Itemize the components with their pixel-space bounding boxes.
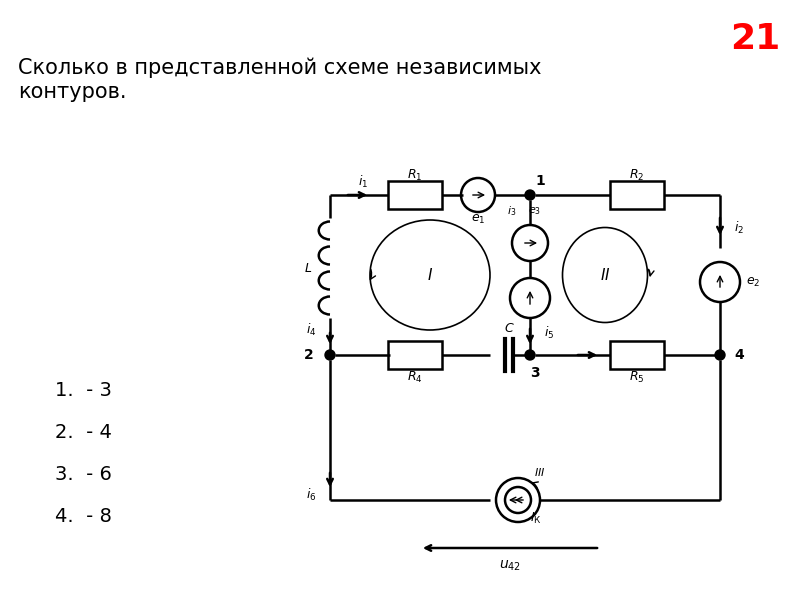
Text: 1: 1	[535, 174, 545, 188]
Text: 21: 21	[730, 22, 780, 56]
Text: Сколько в представленной схеме независимых
контуров.: Сколько в представленной схеме независим…	[18, 58, 542, 101]
Circle shape	[325, 350, 335, 360]
Text: 3.  - 6: 3. - 6	[55, 464, 112, 484]
Text: $L$: $L$	[304, 262, 312, 275]
Text: $i_3$: $i_3$	[507, 204, 517, 218]
Circle shape	[525, 350, 535, 360]
Text: $R_4$: $R_4$	[407, 370, 423, 385]
Circle shape	[700, 262, 740, 302]
Text: $i_2$: $i_2$	[734, 220, 744, 236]
Circle shape	[461, 178, 495, 212]
Text: $I_{\mathregular{К}}$: $I_{\mathregular{К}}$	[530, 511, 542, 526]
Bar	[610, 181, 664, 209]
Bar	[388, 341, 442, 369]
Text: $R_2$: $R_2$	[630, 167, 645, 182]
Text: $i_5$: $i_5$	[544, 325, 554, 341]
Circle shape	[715, 350, 725, 360]
Text: 1.  - 3: 1. - 3	[55, 380, 112, 400]
Circle shape	[512, 225, 548, 261]
Text: $e_1$: $e_1$	[470, 212, 486, 226]
Text: $e_3$: $e_3$	[529, 205, 542, 217]
Text: $R_5$: $R_5$	[630, 370, 645, 385]
Text: 3: 3	[530, 366, 540, 380]
Text: $II$: $II$	[600, 267, 610, 283]
Text: 4: 4	[734, 348, 744, 362]
Text: 2.  - 4: 2. - 4	[55, 422, 112, 442]
Text: $i_4$: $i_4$	[306, 322, 316, 338]
Text: $i_1$: $i_1$	[358, 174, 368, 190]
Text: $i_6$: $i_6$	[306, 487, 316, 503]
Bar	[610, 341, 664, 369]
Circle shape	[525, 190, 535, 200]
Text: $III$: $III$	[534, 466, 546, 478]
Circle shape	[496, 478, 540, 522]
Text: $C$: $C$	[504, 323, 514, 335]
Circle shape	[510, 278, 550, 318]
Text: $I$: $I$	[427, 267, 433, 283]
Text: 4.  - 8: 4. - 8	[55, 506, 112, 526]
Text: $R_1$: $R_1$	[407, 167, 422, 182]
Text: 2: 2	[304, 348, 314, 362]
Text: $u_{42}$: $u_{42}$	[499, 559, 521, 573]
Circle shape	[505, 487, 531, 513]
Text: $e_2$: $e_2$	[746, 275, 760, 289]
Bar	[388, 181, 442, 209]
